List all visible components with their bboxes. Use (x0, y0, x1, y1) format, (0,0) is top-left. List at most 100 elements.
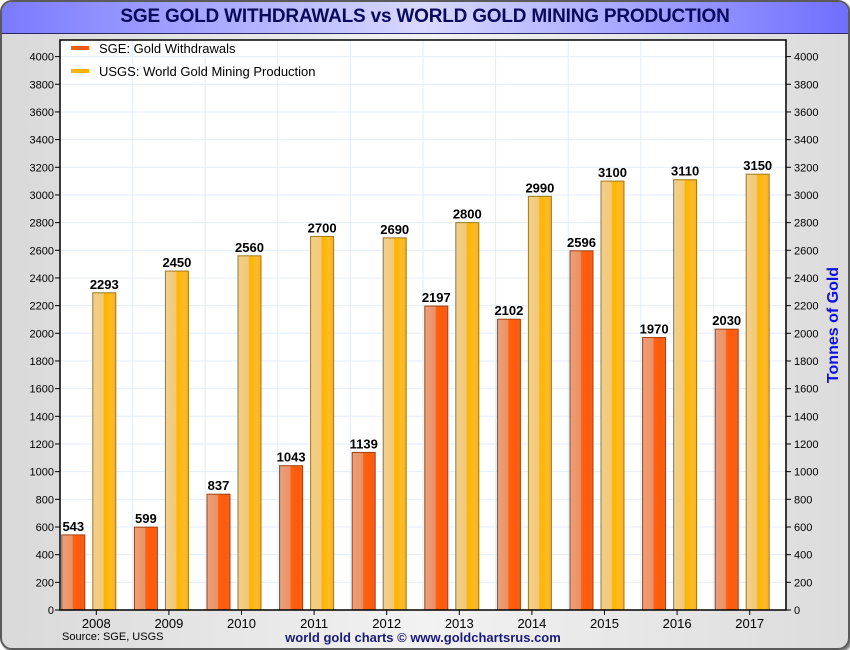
data-label: 543 (62, 519, 84, 534)
y-tick-label-left: 600 (36, 522, 54, 534)
x-tick-label: 2010 (227, 616, 256, 631)
source-note: Source: SGE, USGS (62, 631, 164, 643)
plot-border (59, 39, 787, 611)
x-tick-label: 2016 (663, 616, 692, 631)
y-tick-label-right: 3200 (794, 162, 818, 174)
data-label: 2800 (453, 207, 482, 222)
y-tick-label-left: 1000 (30, 467, 54, 479)
x-tick-label: 2013 (445, 616, 474, 631)
y-tick-label-right: 600 (794, 522, 812, 534)
x-tick-label: 2015 (590, 616, 619, 631)
y-tick-label-left: 2600 (30, 245, 54, 257)
y-tick-label-right: 400 (794, 550, 812, 562)
y-tick-label-left: 3200 (30, 162, 54, 174)
x-tick-label: 2009 (154, 616, 183, 631)
y-tick-label-left: 3600 (30, 107, 54, 119)
y-tick-label-left: 2000 (30, 328, 54, 340)
axes: 0 0 200 200 400 400 600 600 800 800 1000 1000 1200 12… (30, 39, 818, 631)
bar-sge (61, 534, 86, 611)
data-label: 2700 (308, 220, 337, 235)
bar-usgs (455, 222, 480, 611)
y-tick-label-left: 400 (36, 550, 54, 562)
y-tick-label-right: 1600 (794, 384, 818, 396)
y-tick-label-left: 1200 (30, 439, 54, 451)
bar-sge (279, 465, 304, 611)
bar-sge (496, 318, 521, 611)
data-label: 599 (135, 511, 157, 526)
y-tick-label-left: 3800 (30, 79, 54, 91)
x-tick-label: 2011 (300, 616, 328, 631)
y-tick-label-right: 3000 (794, 190, 818, 202)
y-tick-label-right: 1000 (794, 467, 818, 479)
x-tick-label: 2014 (517, 616, 546, 631)
y-tick-label-left: 2200 (30, 301, 54, 313)
data-label: 1043 (277, 450, 306, 465)
y-tick-label-right: 4000 (794, 52, 818, 64)
bar-sge (714, 328, 739, 611)
bar-sge (569, 250, 594, 611)
bar-usgs (382, 237, 407, 611)
title-bar: SGE GOLD WITHDRAWALS vs WORLD GOLD MININ… (2, 2, 848, 34)
y-tick-label-left: 200 (36, 577, 54, 589)
y-tick-label-left: 1800 (30, 356, 54, 368)
bar-sge (424, 305, 449, 611)
data-label: 2990 (525, 180, 554, 195)
y-tick-label-right: 2600 (794, 245, 818, 257)
y-tick-label-left: 1400 (30, 411, 54, 423)
y-tick-label-right: 2400 (794, 273, 818, 285)
bar-usgs (92, 292, 117, 611)
data-label: 2450 (162, 255, 191, 270)
data-label: 2030 (712, 313, 741, 328)
bar-usgs (745, 173, 770, 611)
data-label: 3110 (671, 164, 699, 179)
data-label: 3150 (743, 158, 772, 173)
legend-swatch-sge (71, 46, 89, 50)
data-label: 1970 (640, 321, 669, 336)
x-tick-label: 2012 (372, 616, 401, 631)
chart-title: SGE GOLD WITHDRAWALS vs WORLD GOLD MININ… (120, 6, 730, 27)
bar-usgs (527, 195, 552, 611)
y-tick-label-right: 3600 (794, 107, 818, 119)
y-tick-label-left: 800 (36, 494, 54, 506)
bar-usgs (164, 270, 189, 611)
x-tick-label: 2008 (82, 616, 111, 631)
data-label: 2197 (422, 290, 451, 305)
y-tick-label-left: 2800 (30, 218, 54, 230)
data-label: 837 (208, 478, 230, 493)
bar-sge (351, 451, 376, 611)
data-label: 2690 (380, 222, 409, 237)
y-tick-label-right: 2000 (794, 328, 818, 340)
y-axis-title: Tonnes of Gold (825, 267, 842, 383)
data-label: 2596 (567, 235, 596, 250)
y-tick-label-right: 0 (794, 605, 800, 617)
bar-usgs (310, 235, 335, 611)
y-tick-label-right: 2200 (794, 301, 818, 313)
data-label: 2293 (90, 277, 119, 292)
bar-usgs (600, 180, 625, 611)
y-tick-label-right: 200 (794, 577, 812, 589)
y-tick-label-left: 2400 (30, 273, 54, 285)
y-tick-label-right: 3800 (794, 79, 818, 91)
legend-swatch-usgs (71, 69, 89, 73)
data-label: 1139 (350, 436, 378, 451)
data-label: 2560 (235, 240, 264, 255)
y-tick-label-right: 1800 (794, 356, 818, 368)
bar-sge (133, 526, 158, 611)
y-tick-label-left: 3000 (30, 190, 54, 202)
y-tick-label-right: 2800 (794, 218, 818, 230)
y-tick-label-right: 1200 (794, 439, 818, 451)
credit-note: world gold charts © www.goldchartsrus.co… (285, 630, 561, 645)
data-label: 2102 (494, 303, 523, 318)
bars: 543 2293 599 2450 837 2560 1043 2700 1139 2690 219… (61, 158, 772, 611)
y-tick-label-right: 1400 (794, 411, 818, 423)
y-tick-label-left: 0 (48, 605, 54, 617)
data-label: 3100 (598, 165, 627, 180)
y-tick-label-left: 1600 (30, 384, 54, 396)
bar-usgs (673, 179, 698, 611)
x-tick-label: 2017 (735, 616, 764, 631)
legend: SGE: Gold Withdrawals USGS: World Gold M… (71, 41, 316, 79)
y-tick-label-right: 800 (794, 494, 812, 506)
bar-sge (642, 336, 667, 611)
legend-label-sge: SGE: Gold Withdrawals (99, 41, 236, 56)
